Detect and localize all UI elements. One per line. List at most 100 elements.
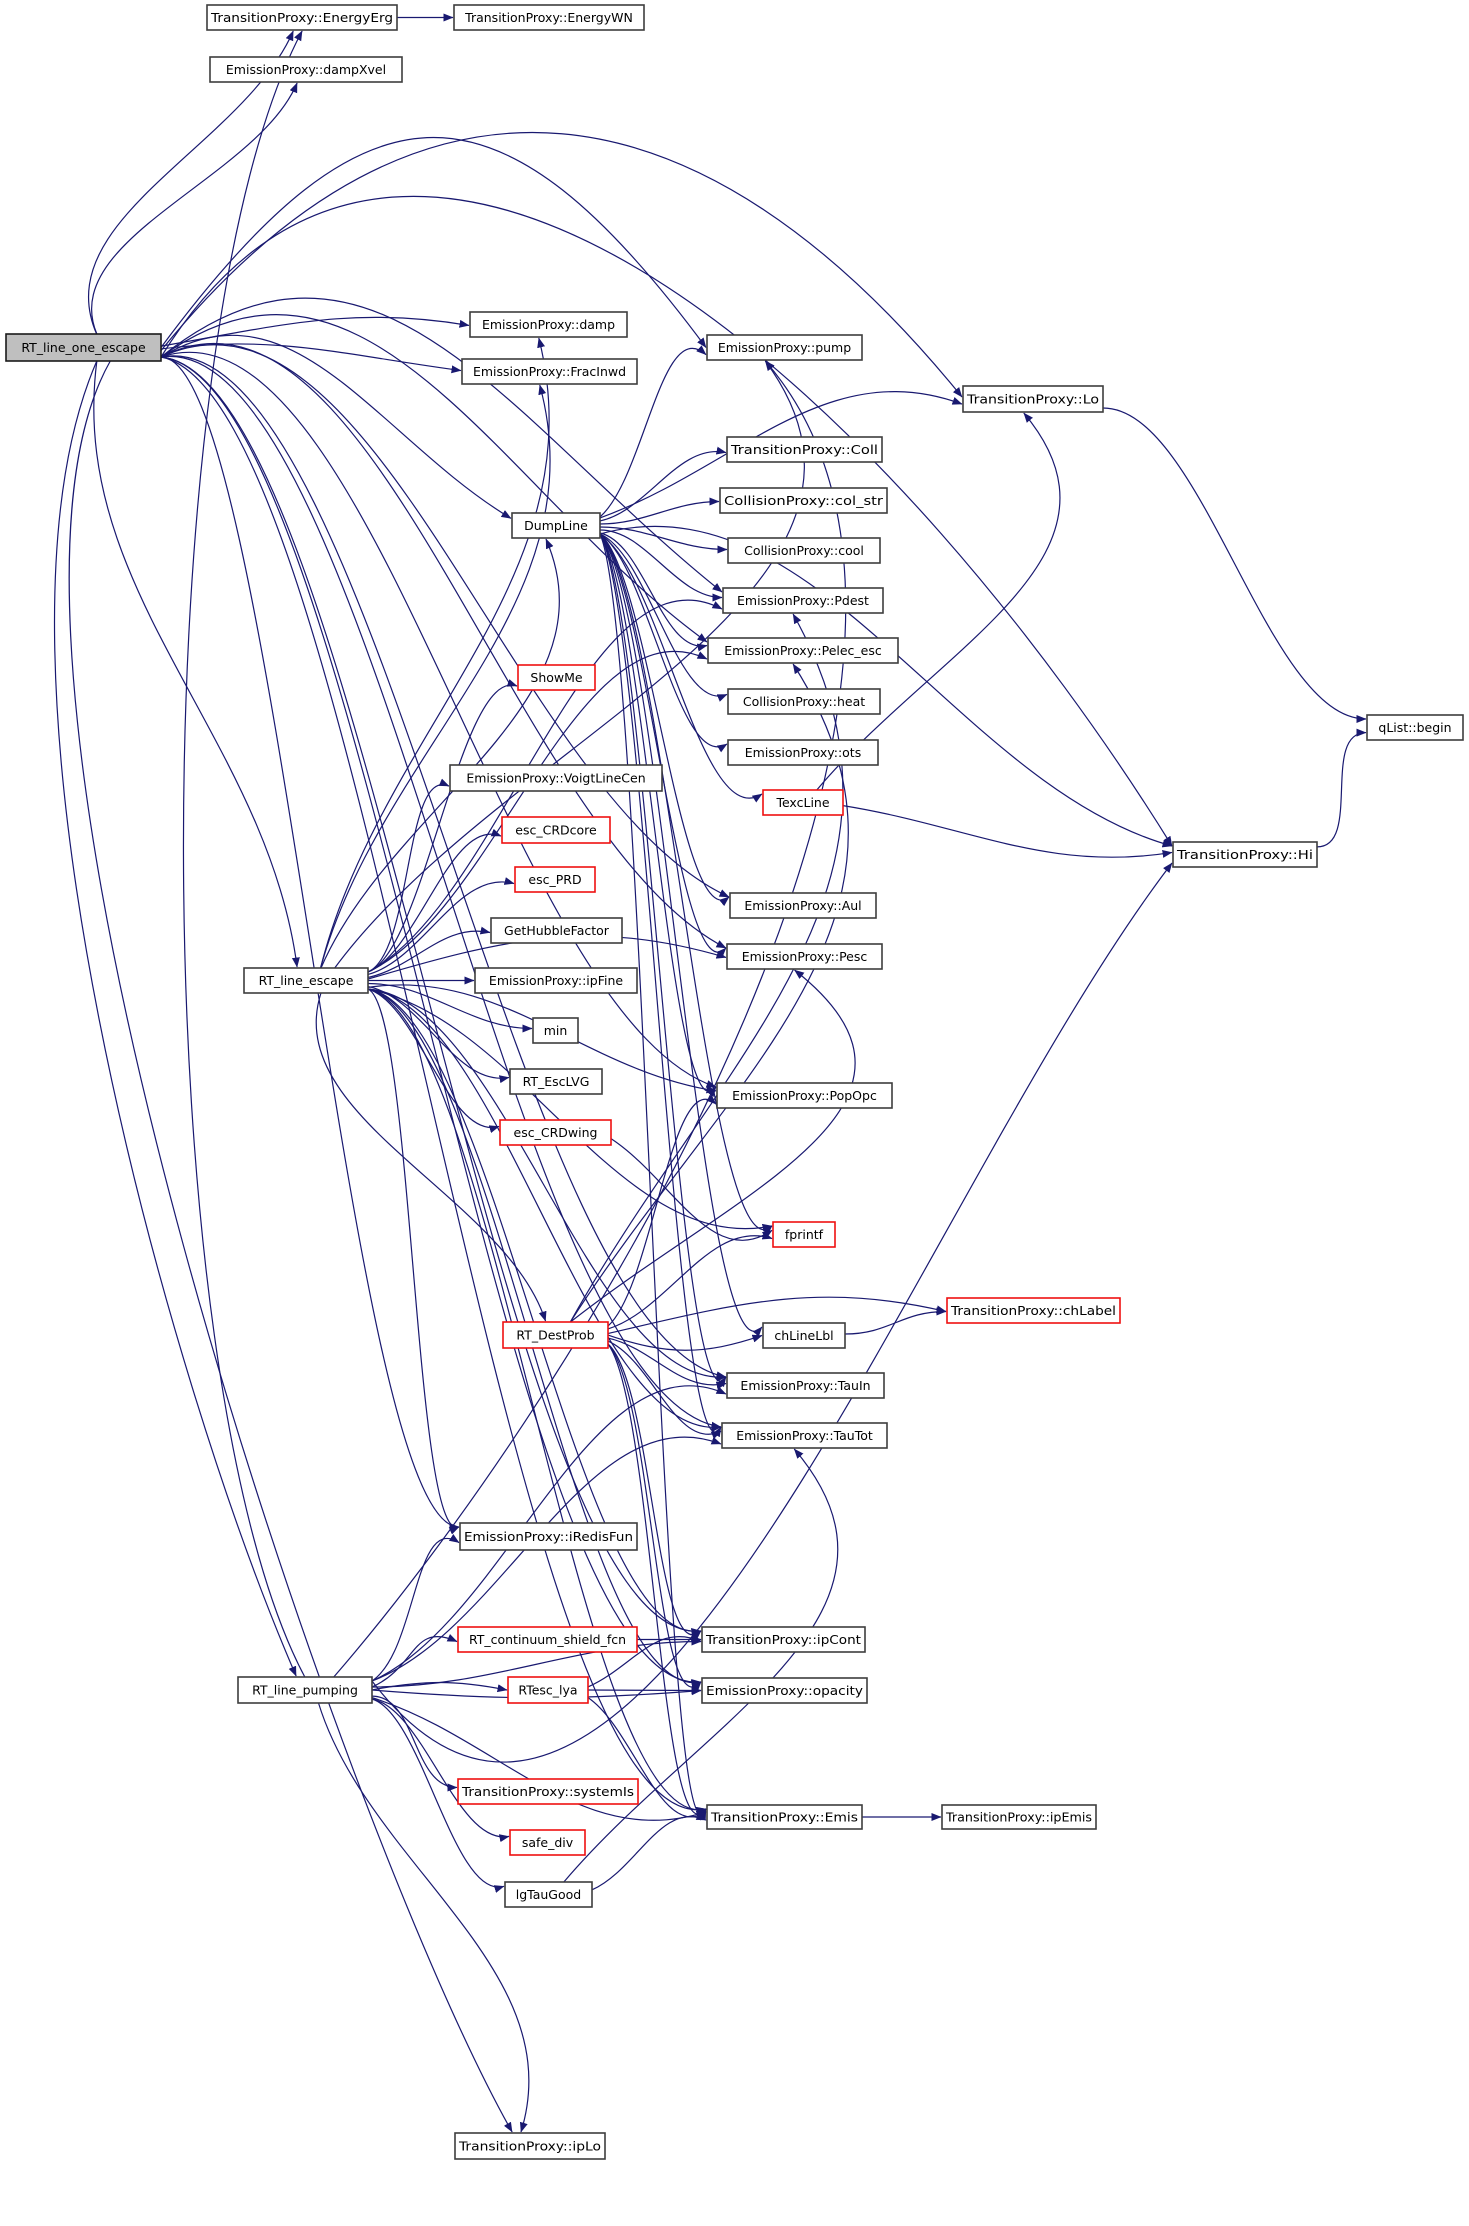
- node-box-esc_prd[interactable]: [514, 866, 596, 893]
- node-box-energy_erg[interactable]: [206, 4, 398, 31]
- node-rtesc_lya[interactable]: RTesc_lya: [507, 1676, 589, 1704]
- node-dump_line[interactable]: DumpLine: [511, 512, 601, 539]
- node-ots[interactable]: EmissionProxy::ots: [727, 739, 879, 766]
- node-texc_line[interactable]: TexcLine: [762, 789, 844, 816]
- node-hi[interactable]: TransitionProxy::Hi: [1172, 841, 1318, 868]
- node-box-col_str[interactable]: [719, 487, 888, 514]
- node-box-get_hubble[interactable]: [490, 917, 623, 944]
- node-energy_wn[interactable]: TransitionProxy::EnergyWN: [453, 4, 645, 31]
- node-rt_line_pumping[interactable]: RT_line_pumping: [237, 1676, 373, 1704]
- node-box-esc_crdcore[interactable]: [501, 816, 611, 844]
- node-min[interactable]: min: [532, 1017, 579, 1044]
- node-box-pesc[interactable]: [726, 943, 883, 970]
- node-box-damp[interactable]: [469, 311, 628, 338]
- node-box-aul[interactable]: [729, 892, 877, 919]
- node-box-frac_inwd[interactable]: [461, 358, 638, 385]
- node-box-lg_tau_good[interactable]: [504, 1881, 593, 1908]
- node-esc_crdcore[interactable]: esc_CRDcore: [501, 816, 611, 844]
- node-ip_fine[interactable]: EmissionProxy::ipFine: [474, 967, 638, 994]
- node-emis[interactable]: TransitionProxy::Emis: [706, 1804, 863, 1830]
- node-voigt_line_cen[interactable]: EmissionProxy::VoigtLineCen: [449, 764, 663, 792]
- node-box-cool[interactable]: [727, 537, 881, 564]
- node-box-rtesc_lya[interactable]: [507, 1676, 589, 1704]
- node-box-pelec_esc[interactable]: [707, 637, 899, 664]
- node-box-rt_line_escape[interactable]: [243, 967, 369, 994]
- node-ip_cont[interactable]: TransitionProxy::ipCont: [701, 1626, 866, 1653]
- node-pesc[interactable]: EmissionProxy::Pesc: [726, 943, 883, 970]
- node-box-coll[interactable]: [726, 436, 883, 463]
- node-box-fprintf[interactable]: [772, 1221, 836, 1248]
- node-box-pop_opc[interactable]: [716, 1082, 893, 1109]
- node-safe_div[interactable]: safe_div: [509, 1829, 586, 1856]
- node-rt_esclvg[interactable]: RT_EscLVG: [509, 1068, 603, 1095]
- node-coll[interactable]: TransitionProxy::Coll: [726, 436, 883, 463]
- node-box-heat[interactable]: [727, 688, 881, 715]
- node-col_str[interactable]: CollisionProxy::col_str: [719, 487, 888, 514]
- node-box-ip_fine[interactable]: [474, 967, 638, 994]
- node-box-rt_esclvg[interactable]: [509, 1068, 603, 1095]
- node-energy_erg[interactable]: TransitionProxy::EnergyErg: [206, 4, 398, 31]
- node-box-lo[interactable]: [962, 385, 1104, 413]
- node-rt_line_one_escape[interactable]: RT_line_one_escape: [5, 333, 162, 362]
- node-esc_crdwing[interactable]: esc_CRDwing: [499, 1119, 612, 1146]
- node-box-pump[interactable]: [706, 334, 863, 361]
- node-damp[interactable]: EmissionProxy::damp: [469, 311, 628, 338]
- node-box-voigt_line_cen[interactable]: [449, 764, 663, 792]
- node-box-min[interactable]: [532, 1017, 579, 1044]
- node-box-show_me[interactable]: [517, 664, 596, 691]
- node-box-ip_emis[interactable]: [941, 1804, 1097, 1830]
- node-cool[interactable]: CollisionProxy::cool: [727, 537, 881, 564]
- node-box-ip_cont[interactable]: [701, 1626, 866, 1653]
- node-box-damp_xvel[interactable]: [209, 56, 403, 83]
- node-rt_cont_shield[interactable]: RT_continuum_shield_fcn: [457, 1626, 638, 1653]
- node-box-energy_wn[interactable]: [453, 4, 645, 31]
- node-pump[interactable]: EmissionProxy::pump: [706, 334, 863, 361]
- node-box-texc_line[interactable]: [762, 789, 844, 816]
- node-box-emis[interactable]: [706, 1804, 863, 1830]
- node-box-opacity[interactable]: [701, 1677, 868, 1704]
- node-box-hi[interactable]: [1172, 841, 1318, 868]
- node-opacity[interactable]: EmissionProxy::opacity: [701, 1677, 868, 1704]
- node-box-ch_label[interactable]: [946, 1297, 1121, 1324]
- node-box-ots[interactable]: [727, 739, 879, 766]
- node-ip_lo[interactable]: TransitionProxy::ipLo: [454, 2132, 606, 2160]
- node-box-rt_cont_shield[interactable]: [457, 1626, 638, 1653]
- node-box-pdest[interactable]: [722, 587, 884, 614]
- node-lg_tau_good[interactable]: lgTauGood: [504, 1881, 593, 1908]
- node-aul[interactable]: EmissionProxy::Aul: [729, 892, 877, 919]
- node-ch_line_lbl[interactable]: chLineLbl: [762, 1322, 846, 1349]
- node-fprintf[interactable]: fprintf: [772, 1221, 836, 1248]
- node-pelec_esc[interactable]: EmissionProxy::Pelec_esc: [707, 637, 899, 664]
- node-heat[interactable]: CollisionProxy::heat: [727, 688, 881, 715]
- node-rt_destprob[interactable]: RT_DestProb: [502, 1321, 609, 1349]
- node-box-qlist_begin[interactable]: [1366, 714, 1464, 741]
- node-box-safe_div[interactable]: [509, 1829, 586, 1856]
- node-box-ch_line_lbl[interactable]: [762, 1322, 846, 1349]
- node-pdest[interactable]: EmissionProxy::Pdest: [722, 587, 884, 614]
- node-qlist_begin[interactable]: qList::begin: [1366, 714, 1464, 741]
- node-box-esc_crdwing[interactable]: [499, 1119, 612, 1146]
- node-box-tau_in[interactable]: [726, 1372, 885, 1399]
- node-box-rt_line_pumping[interactable]: [237, 1676, 373, 1704]
- node-box-rt_destprob[interactable]: [502, 1321, 609, 1349]
- node-get_hubble[interactable]: GetHubbleFactor: [490, 917, 623, 944]
- node-esc_prd[interactable]: esc_PRD: [514, 866, 596, 893]
- node-show_me[interactable]: ShowMe: [517, 664, 596, 691]
- node-iredis_fun[interactable]: EmissionProxy::iRedisFun: [459, 1522, 638, 1551]
- node-frac_inwd[interactable]: EmissionProxy::FracInwd: [461, 358, 638, 385]
- node-ch_label[interactable]: TransitionProxy::chLabel: [946, 1297, 1121, 1324]
- node-box-tau_tot[interactable]: [721, 1422, 888, 1449]
- node-damp_xvel[interactable]: EmissionProxy::dampXvel: [209, 56, 403, 83]
- node-rt_line_escape[interactable]: RT_line_escape: [243, 967, 369, 994]
- node-box-ip_lo[interactable]: [454, 2132, 606, 2160]
- node-lo[interactable]: TransitionProxy::Lo: [962, 385, 1104, 413]
- node-box-dump_line[interactable]: [511, 512, 601, 539]
- node-tau_tot[interactable]: EmissionProxy::TauTot: [721, 1422, 888, 1449]
- node-tau_in[interactable]: EmissionProxy::TauIn: [726, 1372, 885, 1399]
- node-pop_opc[interactable]: EmissionProxy::PopOpc: [716, 1082, 893, 1109]
- node-ip_emis[interactable]: TransitionProxy::ipEmis: [941, 1804, 1097, 1830]
- node-box-system_is[interactable]: [457, 1778, 639, 1805]
- node-system_is[interactable]: TransitionProxy::systemIs: [457, 1778, 639, 1805]
- node-box-iredis_fun[interactable]: [459, 1522, 638, 1551]
- node-box-rt_line_one_escape[interactable]: [5, 333, 162, 362]
